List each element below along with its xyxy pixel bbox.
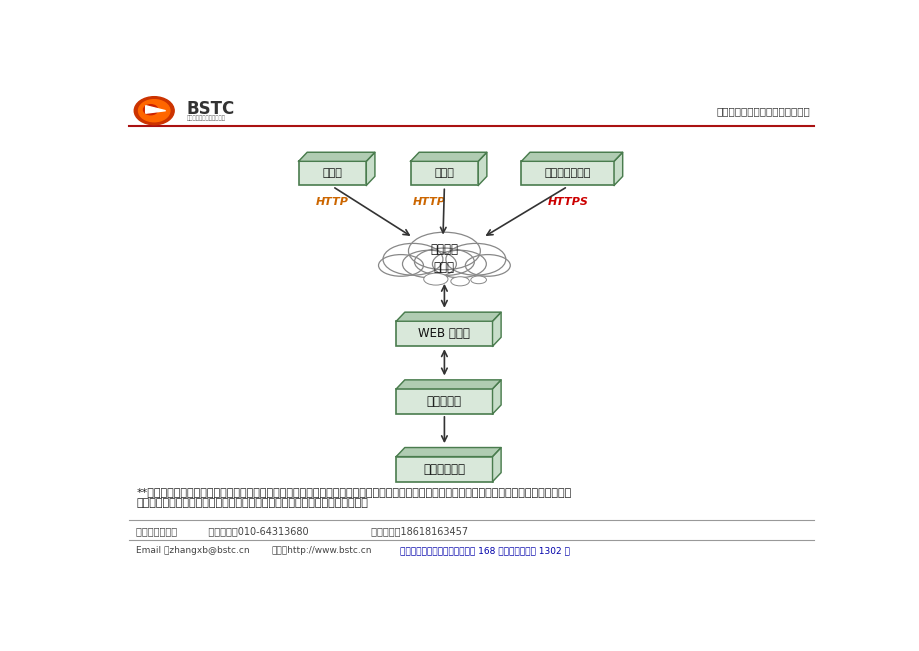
Text: 网址：http://www.bstc.cn: 网址：http://www.bstc.cn — [272, 546, 372, 555]
FancyBboxPatch shape — [396, 389, 492, 414]
Polygon shape — [478, 152, 486, 186]
Text: 应用服务器: 应用服务器 — [426, 395, 461, 408]
Text: HTTPS: HTTPS — [547, 197, 587, 208]
Ellipse shape — [446, 243, 505, 275]
Polygon shape — [492, 312, 501, 346]
Circle shape — [143, 105, 158, 115]
Text: Email ：zhangxb@bstc.cn: Email ：zhangxb@bstc.cn — [136, 546, 250, 555]
Circle shape — [134, 96, 174, 125]
Text: 数据库服务器: 数据库服务器 — [423, 463, 465, 476]
Text: **集团公司网站建设采用基于开放的、标准的基础平台软件架构。可以迅速有效的开收集成部署和运用各种应用。实现资源整合、扩大网站信息量。: **集团公司网站建设采用基于开放的、标准的基础平台软件架构。可以迅速有效的开收集… — [136, 487, 571, 497]
Ellipse shape — [465, 255, 510, 276]
FancyBboxPatch shape — [396, 321, 492, 346]
Text: 公司地址：北京市朝阳区北苑路 168 号中安盛业大厦 1302 室: 公司地址：北京市朝阳区北苑路 168 号中安盛业大厦 1302 室 — [400, 546, 570, 555]
Polygon shape — [521, 152, 622, 161]
Ellipse shape — [414, 248, 474, 275]
Ellipse shape — [378, 255, 423, 276]
FancyBboxPatch shape — [521, 161, 614, 186]
Text: BSTC: BSTC — [186, 100, 234, 118]
Ellipse shape — [382, 243, 442, 275]
Ellipse shape — [408, 232, 480, 270]
Ellipse shape — [450, 277, 469, 286]
Polygon shape — [614, 152, 622, 186]
Text: 客户端: 客户端 — [323, 169, 342, 178]
Polygon shape — [396, 312, 501, 321]
Polygon shape — [299, 152, 374, 161]
Polygon shape — [145, 105, 165, 113]
Polygon shape — [492, 447, 501, 482]
Text: 中科华碳（北京）信息技术研究院: 中科华碳（北京）信息技术研究院 — [716, 105, 810, 116]
Text: WEB 服务器: WEB 服务器 — [418, 327, 470, 340]
Text: HTTP: HTTP — [412, 197, 445, 208]
Polygon shape — [366, 152, 374, 186]
Polygon shape — [492, 380, 501, 414]
Polygon shape — [396, 380, 501, 389]
Polygon shape — [410, 152, 486, 161]
Text: 北京世纪天诚科技有限公司: 北京世纪天诚科技有限公司 — [186, 115, 225, 121]
Polygon shape — [396, 447, 501, 456]
Ellipse shape — [424, 273, 448, 285]
FancyBboxPatch shape — [410, 161, 478, 186]
Text: HTTP: HTTP — [316, 197, 348, 208]
Text: 客户端: 客户端 — [434, 169, 454, 178]
Text: 客户端（管理）: 客户端（管理） — [544, 169, 590, 178]
Text: 在设计上实现系统的高可靠性、高可用性和系统今后水平和纵向扩展的方便性。: 在设计上实现系统的高可靠性、高可用性和系统今后水平和纵向扩展的方便性。 — [136, 498, 368, 508]
Ellipse shape — [432, 250, 486, 278]
Ellipse shape — [402, 250, 456, 278]
FancyBboxPatch shape — [299, 161, 366, 186]
Ellipse shape — [471, 276, 486, 284]
Text: 负责人：张晓博          客服电话：010-64313680                    联系电话：18618163457: 负责人：张晓博 客服电话：010-64313680 联系电话：186181634… — [136, 526, 468, 536]
Text: 局域网或
广域网: 局域网或 广域网 — [430, 243, 458, 274]
Circle shape — [139, 100, 170, 122]
FancyBboxPatch shape — [396, 456, 492, 482]
